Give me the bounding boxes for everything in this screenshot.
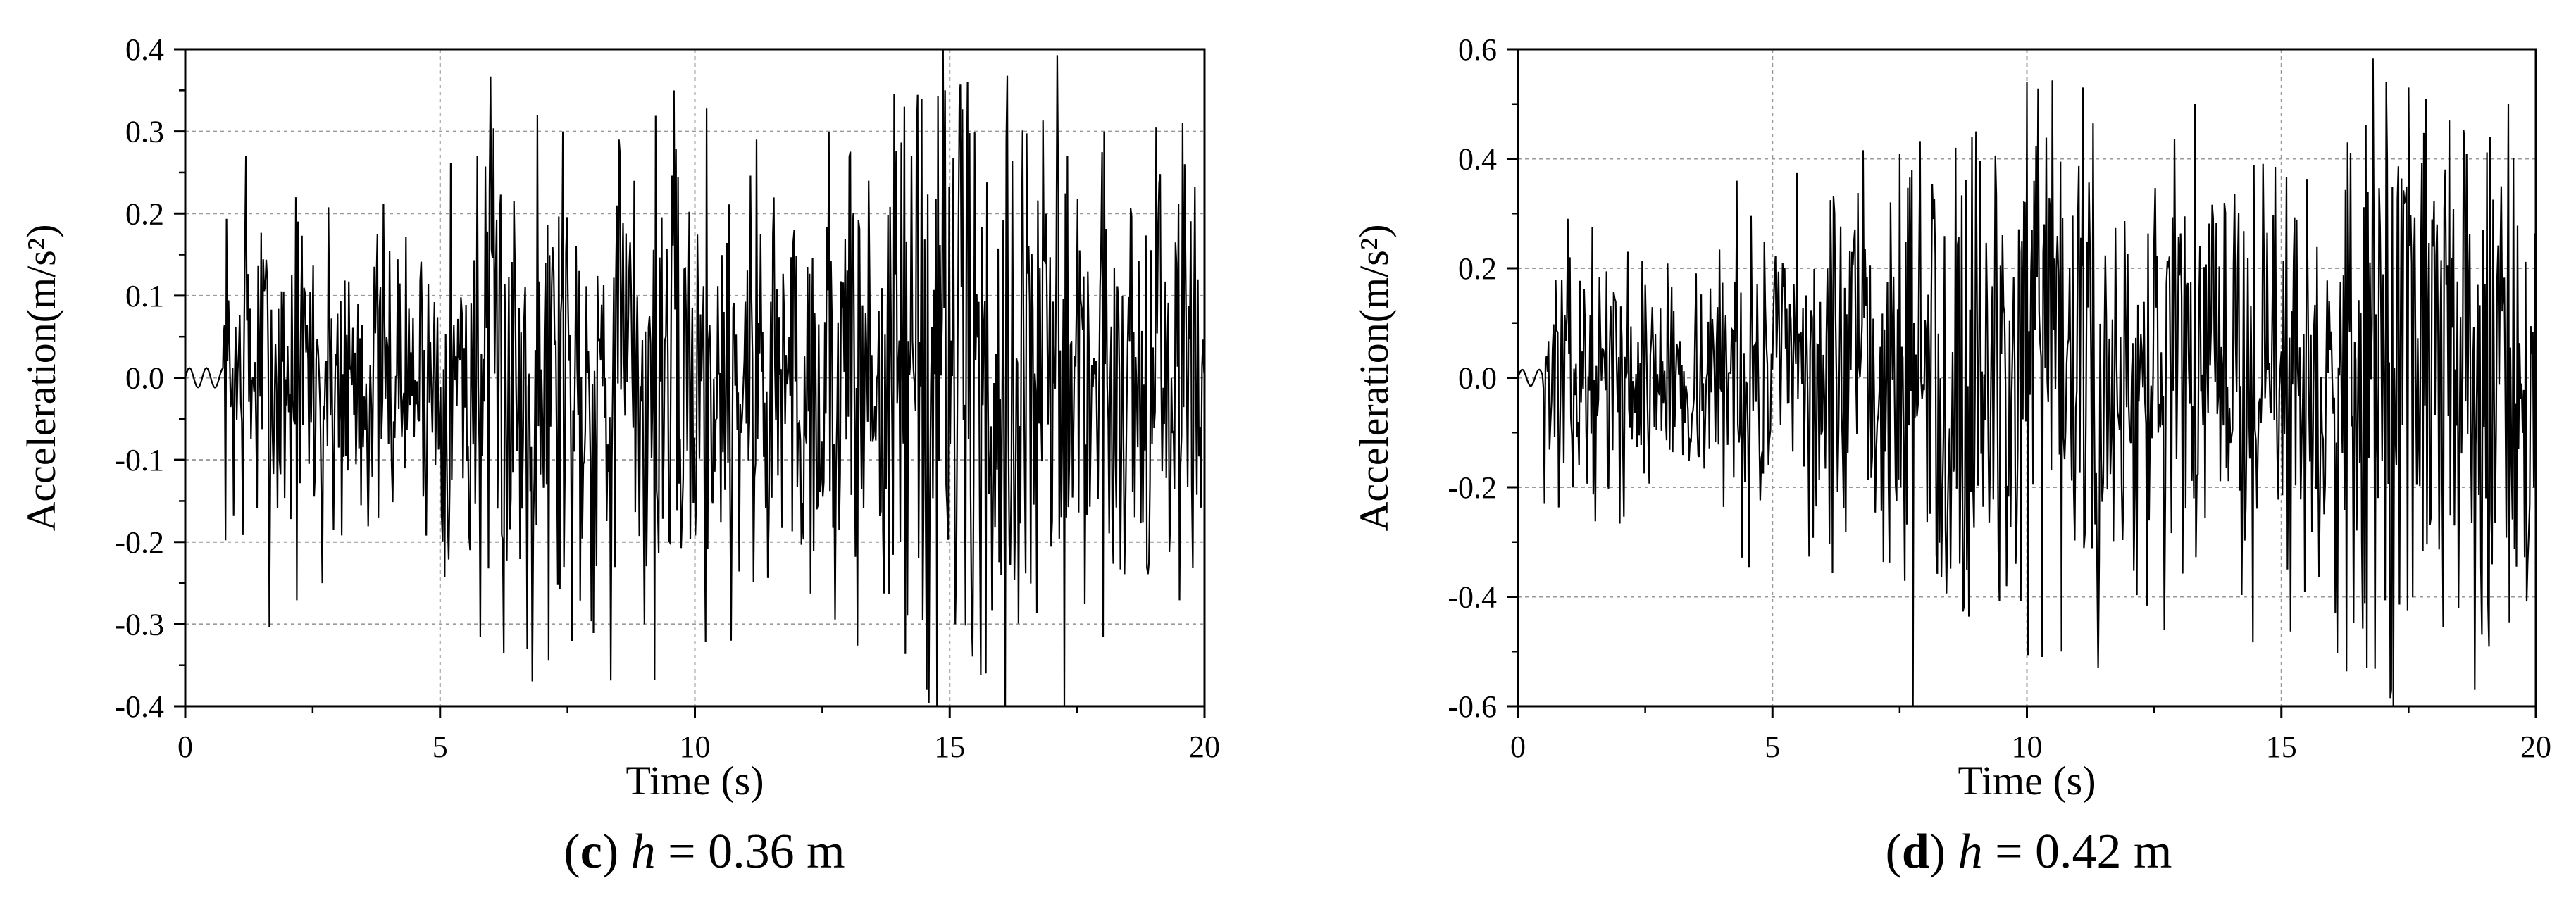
x-tick-label: 20: [2520, 730, 2551, 764]
caption-d-value: = 0.42 m: [1982, 825, 2172, 879]
series-line-0: [184, 49, 1205, 707]
caption-d: (d) h = 0.42 m: [1885, 825, 2172, 879]
y-tick-label: -0.6: [1448, 689, 1497, 724]
x-tick-label: 5: [433, 730, 448, 764]
y-tick-label: -0.2: [1448, 470, 1497, 505]
x-axis-label: Time (s): [1958, 758, 2096, 803]
x-tick-label: 20: [1189, 730, 1220, 764]
y-tick-label: 0.0: [125, 361, 164, 396]
y-tick-label: -0.3: [115, 607, 164, 642]
y-axis-label: Acceleration(m/s²): [18, 224, 64, 531]
y-tick-label: -0.4: [115, 689, 164, 724]
x-tick-label: 5: [1765, 730, 1780, 764]
y-tick-label: 0.6: [1458, 32, 1497, 67]
x-tick-label: 0: [1510, 730, 1526, 764]
y-tick-label: 0.3: [125, 115, 164, 149]
y-tick-label: 0.4: [1458, 142, 1497, 177]
x-tick-label: 0: [178, 730, 193, 764]
y-tick-label: 0.2: [125, 196, 164, 231]
y-tick-label: 0.0: [1458, 361, 1497, 396]
y-axis-label: Acceleration(m/s²): [1351, 224, 1397, 531]
caption-c-value: = 0.36 m: [655, 825, 845, 879]
chart-panel-d: 0 5 10 15 20 -0.6 -0.4 -0.2 0.0 0.2 0.4 0.6 Time (s)…: [1351, 32, 2551, 803]
y-tick-label: -0.2: [115, 525, 164, 560]
series-line-0: [1517, 58, 2537, 707]
y-tick-label: 0.4: [125, 32, 164, 67]
y-tick-label: -0.1: [115, 443, 164, 477]
y-tick-label: 0.2: [1458, 251, 1497, 286]
x-axis-label: Time (s): [626, 758, 764, 803]
caption-c: (c) h = 0.36 m: [564, 825, 845, 879]
caption-d-label: d: [1901, 825, 1929, 879]
x-tick-label: 10: [680, 730, 711, 764]
caption-c-variable: h: [630, 825, 656, 879]
caption-d-variable: h: [1958, 825, 1983, 879]
y-tick-label: -0.4: [1448, 580, 1497, 615]
caption-c-label: c: [580, 825, 602, 879]
x-tick-label: 15: [2266, 730, 2297, 764]
x-tick-label: 10: [2012, 730, 2043, 764]
x-tick-label: 15: [934, 730, 965, 764]
chart-panel-c: 0 5 10 15 20 -0.4 -0.3 -0.2 -0.1 0.0 0.1 0.2 0.3 0.4 T…: [18, 32, 1220, 803]
y-tick-label: 0.1: [125, 279, 164, 313]
